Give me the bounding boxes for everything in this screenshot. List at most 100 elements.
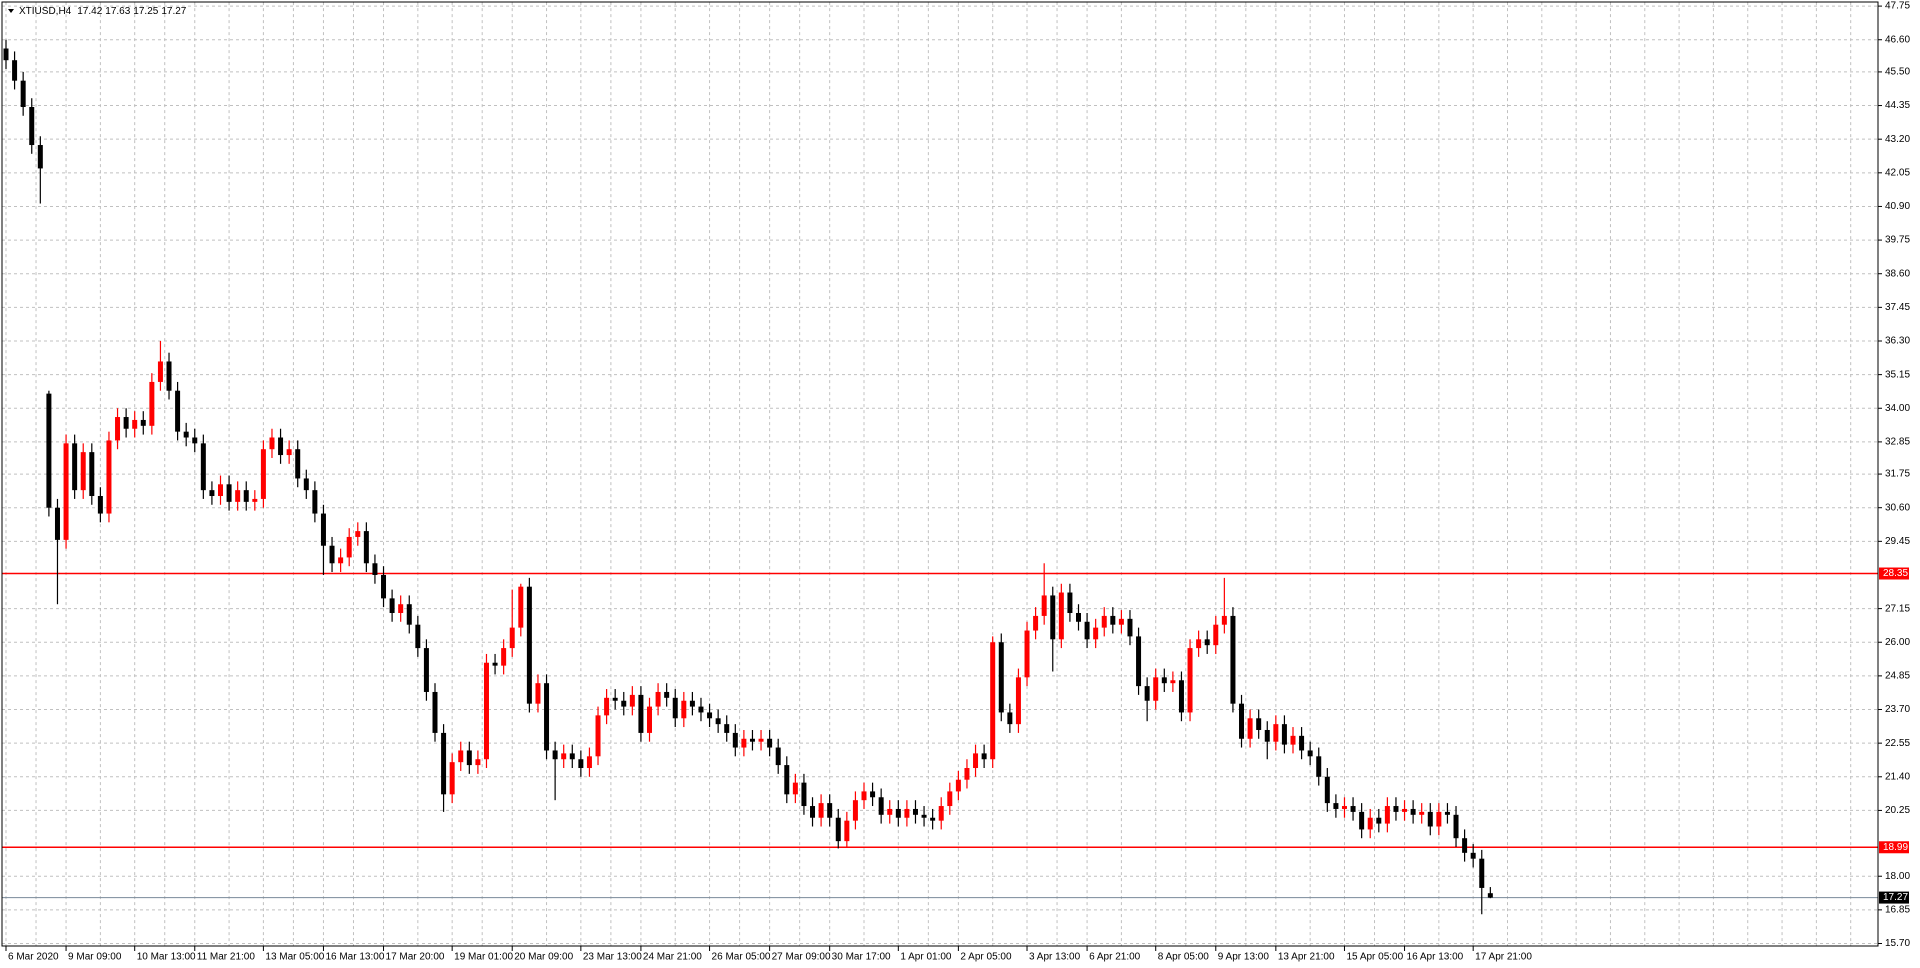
- candle-body: [526, 586, 532, 704]
- candle-body: [483, 662, 489, 760]
- candle-body: [561, 753, 567, 760]
- level-label-bg: [1879, 567, 1909, 580]
- candle-body: [1316, 756, 1322, 777]
- x-tick-label: 11 Mar 21:00: [197, 952, 256, 963]
- candle-body: [37, 145, 43, 169]
- candle-body: [1393, 806, 1399, 812]
- candle-body: [54, 507, 60, 540]
- symbol: XTIUSD,H4: [19, 6, 72, 17]
- candle-body: [732, 732, 738, 748]
- candle-body: [818, 803, 824, 818]
- candle-body: [372, 563, 378, 575]
- candle-body: [278, 437, 284, 456]
- candle-body: [1050, 595, 1056, 640]
- candle-body: [852, 800, 858, 821]
- last-open: 17.42: [77, 6, 102, 17]
- candle-body: [1136, 636, 1142, 687]
- y-tick-label: 37.45: [1885, 302, 1910, 313]
- candle-body: [1153, 677, 1159, 701]
- candle-body: [758, 738, 764, 742]
- candle-body: [1196, 639, 1202, 649]
- candle-body: [672, 697, 678, 719]
- candle-body: [149, 381, 155, 426]
- candle-body: [1384, 806, 1390, 824]
- y-tick-label: 35.15: [1885, 369, 1910, 380]
- candle-body: [1479, 858, 1485, 888]
- y-tick-label: 32.85: [1885, 437, 1910, 448]
- candle-body: [775, 747, 781, 766]
- candle-body: [544, 683, 550, 751]
- candle-body: [715, 718, 721, 725]
- candle-body: [329, 545, 335, 564]
- level-label: 28.35: [1883, 568, 1908, 579]
- candle-body: [320, 513, 326, 546]
- candle-body: [235, 490, 241, 502]
- candle-body: [741, 738, 747, 748]
- y-tick-label: 24.85: [1885, 671, 1910, 682]
- price-axis: 47.75 46.60 45.50 44.35 43.20 42.05 40.90 39.75…: [1878, 1, 1910, 949]
- candle-body: [1427, 811, 1433, 827]
- x-tick-label: 9 Apr 13:00: [1218, 952, 1270, 963]
- candle-body: [63, 443, 69, 540]
- x-tick-label: 3 Apr 13:00: [1029, 952, 1081, 963]
- menu-arrow[interactable]: [8, 9, 14, 13]
- candle-body: [990, 642, 996, 760]
- candle-body: [269, 437, 275, 450]
- chart-header: XTIUSD,H4 17.42 17.63 17.25 17.27: [19, 6, 187, 17]
- x-tick-label: 27 Mar 09:00: [772, 952, 831, 963]
- candle-body: [878, 797, 884, 815]
- candle-body: [115, 417, 121, 441]
- candle-body: [1093, 627, 1099, 640]
- candle-body: [492, 662, 498, 666]
- candle-body: [1101, 615, 1107, 628]
- candle-body: [1341, 806, 1347, 809]
- candle-body: [475, 759, 481, 766]
- y-tick-label: 15.70: [1885, 938, 1910, 949]
- candle-body: [123, 417, 129, 429]
- candle-body: [106, 440, 112, 514]
- candle-body: [1290, 735, 1296, 745]
- candle-body: [509, 627, 515, 649]
- candle-body: [1264, 729, 1270, 742]
- grid: [2, 2, 1878, 946]
- candle-body: [1178, 680, 1184, 713]
- candle-body: [1453, 814, 1459, 839]
- x-tick-label: 26 Mar 05:00: [712, 952, 771, 963]
- x-tick-label: 1 Apr 01:00: [900, 952, 952, 963]
- candle-body: [466, 750, 472, 766]
- y-tick-label: 45.50: [1885, 67, 1910, 78]
- x-tick-label: 10 Mar 13:00: [137, 952, 196, 963]
- candle-body: [1436, 811, 1442, 827]
- last-close: 17.27: [161, 6, 186, 17]
- candle-body: [578, 759, 584, 769]
- y-tick-label: 18.00: [1885, 871, 1910, 882]
- candle-body: [621, 700, 627, 707]
- x-tick-label: 9 Mar 09:00: [68, 952, 122, 963]
- candle-body: [243, 490, 249, 502]
- candle-body: [1256, 718, 1262, 730]
- x-tick-label: 30 Mar 17:00: [832, 952, 891, 963]
- y-tick-label: 42.05: [1885, 167, 1910, 178]
- candle-body: [535, 683, 541, 704]
- candle-body: [303, 478, 309, 491]
- x-tick-label: 16 Mar 13:00: [325, 952, 384, 963]
- candle-body: [998, 642, 1004, 713]
- y-tick-label: 43.20: [1885, 134, 1910, 145]
- x-tick-label: 6 Mar 2020: [8, 952, 59, 963]
- candle-body: [1084, 621, 1090, 640]
- candle-body: [381, 574, 387, 599]
- candle-body: [12, 60, 18, 81]
- candle-body: [870, 791, 876, 798]
- candle-body: [827, 803, 833, 818]
- candle-body: [1118, 618, 1124, 625]
- candle-body: [912, 808, 918, 815]
- candle-body: [140, 419, 146, 426]
- last-high: 17.63: [105, 6, 130, 17]
- candle-body: [1213, 624, 1219, 646]
- candle-body: [89, 452, 95, 497]
- x-tick-label: 13 Mar 05:00: [265, 952, 324, 963]
- candle-body: [260, 449, 266, 499]
- x-tick-label: 13 Apr 21:00: [1278, 952, 1335, 963]
